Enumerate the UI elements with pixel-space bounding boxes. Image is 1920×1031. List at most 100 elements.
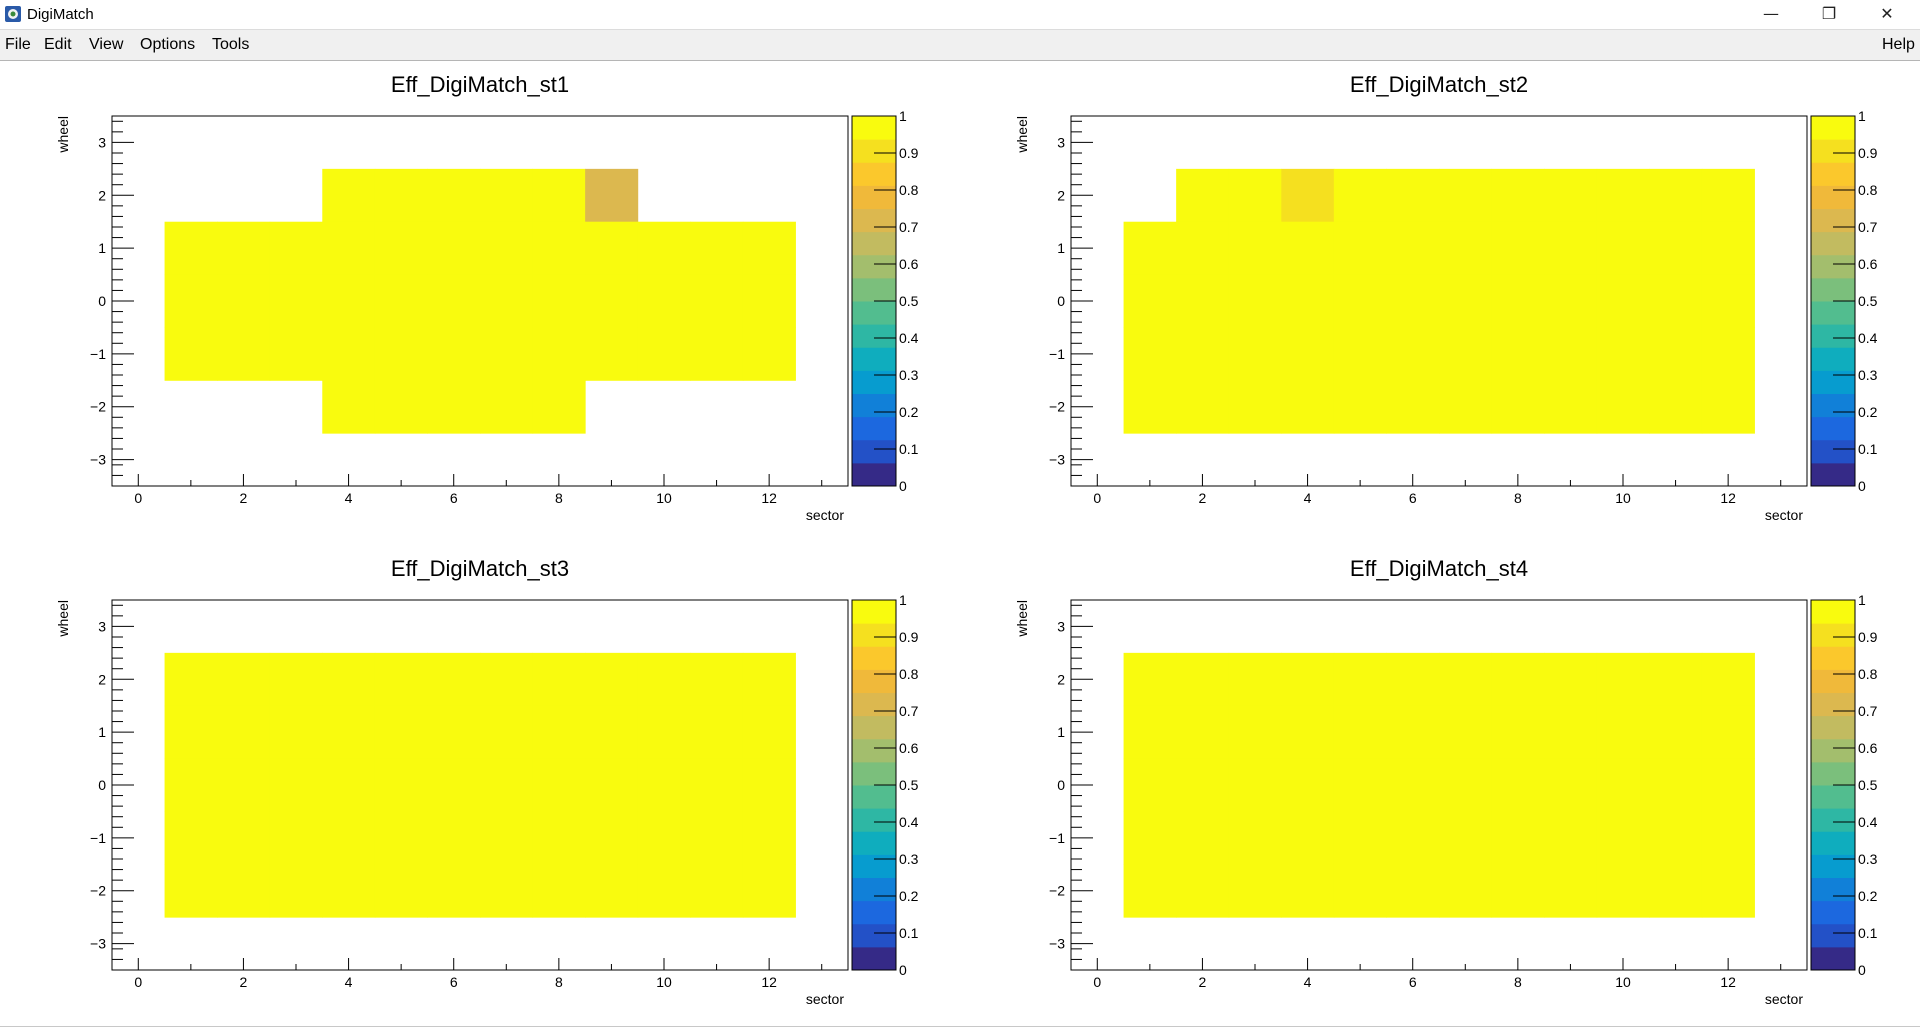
colorbar-tick-label: 0 <box>1858 478 1866 494</box>
heatmap-cell <box>1386 380 1440 434</box>
heatmap-cell <box>1333 811 1387 865</box>
colorbar-tick-label: 0.7 <box>1858 219 1878 235</box>
heatmap-cell <box>637 811 691 865</box>
menu-tools[interactable]: Tools <box>212 36 250 53</box>
minimize-button[interactable]: — <box>1763 4 1779 23</box>
heatmap-cell <box>374 380 428 434</box>
heatmap-cell <box>1228 705 1282 760</box>
colorbar-swatch <box>1811 324 1855 348</box>
heatmap-cell <box>480 864 534 918</box>
heatmap-cell <box>637 652 691 707</box>
heatmap-cell <box>1701 380 1755 434</box>
heatmap-cell <box>742 221 796 276</box>
y-tick-label: 3 <box>98 618 106 634</box>
heatmap-cell <box>1701 864 1755 918</box>
colorbar-swatch <box>852 831 896 855</box>
heatmap-cell <box>1439 705 1493 760</box>
heatmap-cell <box>1649 221 1703 276</box>
colorbar-swatch <box>852 301 896 325</box>
y-tick-label: −1 <box>90 830 106 846</box>
colorbar-tick-label: 0 <box>1858 962 1866 978</box>
x-tick-label: 4 <box>345 490 353 506</box>
heatmap-cell <box>1544 221 1598 276</box>
heatmap-cell <box>1544 705 1598 760</box>
heatmap-cell <box>1123 380 1177 434</box>
heatmap-cell <box>217 864 271 918</box>
menu-view[interactable]: View <box>89 36 124 53</box>
x-tick-label: 4 <box>345 974 353 990</box>
heatmap-cell <box>164 811 218 865</box>
heatmap-cell <box>269 652 323 707</box>
heatmap-cell <box>217 652 271 707</box>
colorbar-tick-label: 1 <box>899 108 907 124</box>
heatmap-cell <box>1649 705 1703 760</box>
heatmap-cell <box>637 864 691 918</box>
menu-help[interactable]: Help <box>1882 36 1915 53</box>
heatmap-cell <box>480 168 534 223</box>
heatmap-cell <box>1176 864 1230 918</box>
y-tick-label: −1 <box>90 346 106 362</box>
menu-edit[interactable]: Edit <box>44 36 72 53</box>
colorbar-swatch <box>1811 116 1855 140</box>
close-button[interactable]: ✕ <box>1880 4 1894 23</box>
title-bar: DigiMatch — ❐ ✕ <box>0 0 1920 28</box>
heatmap-cell <box>427 168 481 223</box>
heatmap-cell <box>1176 758 1230 812</box>
colorbar-swatch <box>1811 370 1855 394</box>
heatmap-cell <box>1281 758 1335 812</box>
heatmap-cell <box>1333 652 1387 707</box>
heatmap-cell <box>374 274 428 328</box>
y-tick-label: −3 <box>1049 452 1065 468</box>
heatmap-cell <box>585 652 639 707</box>
colorbar-swatch <box>1811 231 1855 256</box>
heatmap-cell <box>1228 652 1282 707</box>
heatmap-cell <box>690 327 744 381</box>
panel-title: Eff_DigiMatch_st2 <box>1350 72 1528 97</box>
colorbar-tick-label: 0.8 <box>899 182 919 198</box>
colorbar-swatch <box>1811 946 1855 971</box>
heatmap-cell <box>1491 168 1545 223</box>
heatmap-cell <box>164 758 218 812</box>
heatmap-cell <box>269 811 323 865</box>
colorbar-tick-label: 0.4 <box>1858 814 1878 830</box>
x-tick-label: 10 <box>656 974 672 990</box>
heatmap-cell <box>322 705 376 760</box>
maximize-button[interactable]: ❐ <box>1821 4 1837 23</box>
colorbar-swatch <box>1811 600 1855 624</box>
heatmap-cell <box>742 758 796 812</box>
colorbar-tick-label: 0 <box>899 478 907 494</box>
heatmap-cell <box>585 327 639 381</box>
heatmap-cell <box>1386 811 1440 865</box>
heatmap-cell <box>1176 705 1230 760</box>
heatmap-cell <box>427 864 481 918</box>
colorbar-swatch <box>852 393 896 418</box>
colorbar-swatch <box>1811 301 1855 325</box>
heatmap-cell <box>1491 864 1545 918</box>
heatmap-cell <box>374 221 428 276</box>
colorbar-tick-label: 0.7 <box>899 219 919 235</box>
y-axis-label: wheel <box>1014 600 1030 638</box>
plot-canvas[interactable]: Eff_DigiMatch_st1 0 2 4 6 8 10 12 sector −3 −2 −1 0 1… <box>0 60 1920 1030</box>
heatmap-cell <box>532 811 586 865</box>
menu-options[interactable]: Options <box>140 36 196 53</box>
colorbar-tick-label: 0.9 <box>1858 629 1878 645</box>
heatmap-cell <box>1386 864 1440 918</box>
heatmap-cell <box>1281 811 1335 865</box>
heatmap-cell <box>532 274 586 328</box>
heatmap-cell <box>1439 327 1493 381</box>
x-tick-label: 6 <box>450 490 458 506</box>
heatmap-cell <box>480 811 534 865</box>
menu-file[interactable]: File <box>5 36 31 53</box>
heatmap-cell <box>217 758 271 812</box>
colorbar-tick-label: 0.7 <box>1858 703 1878 719</box>
heatmap-cell <box>1281 380 1335 434</box>
heatmap-cell <box>1701 811 1755 865</box>
heatmap-cell <box>1649 327 1703 381</box>
heatmap-cell <box>1491 652 1545 707</box>
heatmap-cell <box>742 274 796 328</box>
heatmap-cell <box>1701 274 1755 328</box>
x-tick-label: 8 <box>555 974 563 990</box>
colorbar-tick-label: 0.3 <box>899 367 919 383</box>
heatmap-cell <box>1596 221 1650 276</box>
